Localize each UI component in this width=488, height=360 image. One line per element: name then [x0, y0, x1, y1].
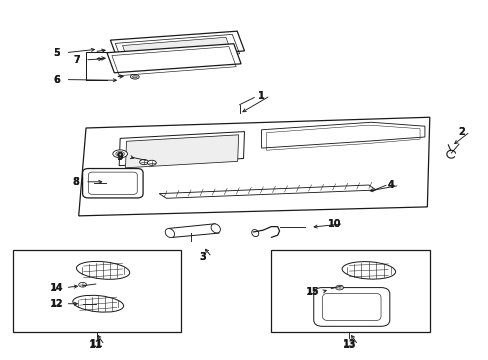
- Ellipse shape: [140, 159, 148, 165]
- Text: 9: 9: [117, 152, 123, 162]
- Polygon shape: [107, 44, 241, 73]
- Ellipse shape: [113, 150, 127, 158]
- Ellipse shape: [335, 285, 343, 290]
- Text: 7: 7: [73, 55, 80, 65]
- Ellipse shape: [79, 282, 86, 287]
- Text: 12: 12: [50, 299, 63, 309]
- Text: 13: 13: [342, 340, 355, 350]
- Polygon shape: [119, 132, 244, 166]
- Ellipse shape: [147, 160, 156, 165]
- Text: 3: 3: [199, 252, 206, 262]
- Polygon shape: [79, 117, 429, 216]
- Ellipse shape: [132, 76, 137, 78]
- Ellipse shape: [211, 224, 220, 233]
- Text: 2: 2: [457, 127, 464, 136]
- Ellipse shape: [221, 45, 231, 50]
- Text: 14: 14: [50, 283, 63, 293]
- Ellipse shape: [130, 75, 139, 79]
- Text: 9: 9: [117, 152, 123, 162]
- Ellipse shape: [251, 230, 258, 237]
- Polygon shape: [159, 185, 375, 198]
- Polygon shape: [168, 224, 219, 237]
- Text: 2: 2: [457, 127, 464, 136]
- Text: 11: 11: [90, 339, 103, 349]
- Ellipse shape: [73, 295, 123, 312]
- Polygon shape: [110, 31, 244, 60]
- Text: 6: 6: [53, 75, 60, 85]
- Text: 10: 10: [327, 219, 341, 229]
- Text: 11: 11: [89, 340, 102, 350]
- Ellipse shape: [223, 46, 229, 49]
- Text: 14: 14: [50, 283, 63, 292]
- Text: 1: 1: [258, 91, 264, 101]
- FancyBboxPatch shape: [82, 168, 143, 198]
- Text: 4: 4: [386, 180, 393, 190]
- Text: 4: 4: [386, 180, 393, 190]
- FancyBboxPatch shape: [313, 288, 389, 326]
- Text: 15: 15: [305, 287, 319, 297]
- Text: 6: 6: [53, 75, 60, 85]
- Polygon shape: [125, 135, 238, 168]
- Text: 1: 1: [258, 91, 264, 101]
- Text: 10: 10: [327, 219, 341, 229]
- Text: 5: 5: [53, 48, 60, 58]
- Text: 12: 12: [50, 299, 63, 308]
- Bar: [13, 250, 181, 332]
- Text: 5: 5: [53, 48, 60, 58]
- Text: 8: 8: [73, 177, 80, 187]
- Ellipse shape: [76, 261, 129, 279]
- Text: 3: 3: [199, 252, 206, 262]
- Text: 7: 7: [73, 55, 80, 65]
- Text: 15: 15: [306, 287, 318, 296]
- Ellipse shape: [342, 262, 395, 279]
- Polygon shape: [261, 122, 424, 148]
- Ellipse shape: [116, 152, 124, 156]
- Bar: [271, 250, 429, 332]
- Text: 13: 13: [342, 339, 355, 349]
- Ellipse shape: [165, 229, 174, 238]
- Text: 8: 8: [73, 177, 80, 187]
- Polygon shape: [122, 37, 232, 64]
